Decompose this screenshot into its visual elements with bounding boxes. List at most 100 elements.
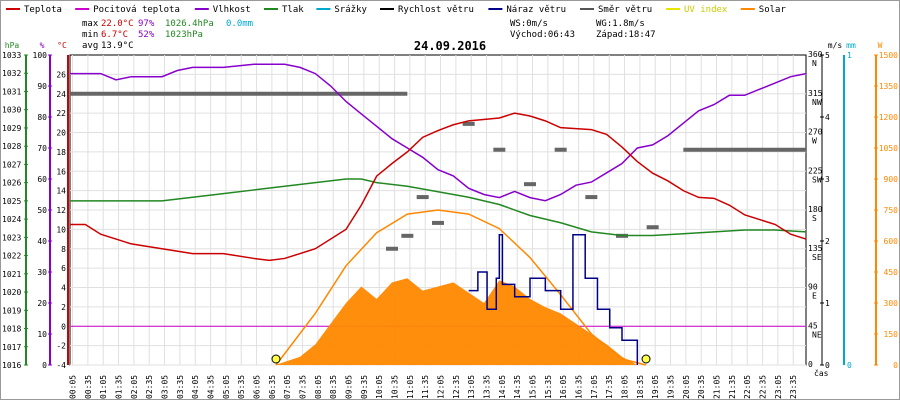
tick-direction-dir: W xyxy=(812,137,817,146)
tick-temperature: 18 xyxy=(56,148,66,157)
tick-temperature: 6 xyxy=(61,264,66,273)
tick-time: 10:05 xyxy=(375,375,384,399)
tick-time: 09:05 xyxy=(345,375,354,399)
tick-temperature: 0 xyxy=(61,322,66,331)
legend-label-solar: Solar xyxy=(759,5,787,15)
tick-pressure: 1028 xyxy=(2,142,21,151)
tick-time: 20:35 xyxy=(697,375,706,399)
stat-avg-label: avg xyxy=(82,41,98,51)
tick-direction-deg: 135 xyxy=(808,244,823,253)
tick-direction-dir: SE xyxy=(812,253,822,262)
tick-time: 14:05 xyxy=(498,375,507,399)
tick-pressure: 1029 xyxy=(2,124,21,133)
tick-time: 01:35 xyxy=(115,375,124,399)
tick-time: 01:05 xyxy=(99,375,108,399)
tick-time: 05:35 xyxy=(237,375,246,399)
legend-label-smer: Směr větru xyxy=(598,5,652,15)
series-pressure-line xyxy=(70,178,807,237)
tick-solar: 450 xyxy=(884,268,899,277)
tick-time: 22:05 xyxy=(743,375,752,399)
tick-humidity: 10 xyxy=(37,330,47,339)
tick-direction-deg: 270 xyxy=(808,128,823,137)
stat-max-hum: 97% xyxy=(138,19,155,29)
axis-unit-solar: W xyxy=(878,41,883,50)
tick-pressure: 1017 xyxy=(2,343,21,352)
axis-unit-temperature: °C xyxy=(57,41,67,50)
tick-time: 18:35 xyxy=(636,375,645,399)
legend-label-vlhkost: Vlhkost xyxy=(213,5,251,15)
stat-sunset: Západ:18:47 xyxy=(596,30,656,40)
axis-unit-pressure: hPa xyxy=(5,41,20,50)
stat-sunrise: Východ:06:43 xyxy=(510,30,575,40)
legend-label-rychlost: Rychlost větru xyxy=(398,5,474,15)
tick-direction-deg: 180 xyxy=(808,205,823,214)
tick-humidity: 20 xyxy=(37,299,47,308)
tick-time: 06:05 xyxy=(253,375,262,399)
tick-solar: 750 xyxy=(884,206,899,215)
tick-direction-deg: 90 xyxy=(808,283,818,292)
tick-direction-dir: NE xyxy=(812,330,822,339)
tick-humidity: 30 xyxy=(37,268,47,277)
tick-time: 04:05 xyxy=(191,375,200,399)
tick-time: 06:35 xyxy=(268,375,277,399)
sunset-marker xyxy=(641,354,651,364)
tick-wind: 4 xyxy=(825,113,830,122)
tick-time: 04:35 xyxy=(207,375,216,399)
tick-solar: 900 xyxy=(884,175,899,184)
tick-time: 00:35 xyxy=(84,375,93,399)
tick-temperature: 10 xyxy=(56,225,66,234)
tick-time: 17:05 xyxy=(590,375,599,399)
tick-time: 22:35 xyxy=(759,375,768,399)
tick-pressure: 1021 xyxy=(2,270,21,279)
stat-max-rain: 0.0mm xyxy=(226,19,253,29)
series-solar-max-line xyxy=(275,209,647,366)
tick-direction-deg: 360 xyxy=(808,50,823,59)
tick-solar: 1500 xyxy=(879,51,898,60)
tick-direction-dir: SW xyxy=(812,175,822,184)
sunrise-marker xyxy=(271,354,281,364)
tick-time: 16:35 xyxy=(575,375,584,399)
tick-pressure: 1031 xyxy=(2,87,21,96)
tick-time: 12:35 xyxy=(452,375,461,399)
axis-unit-humidity: % xyxy=(40,41,45,50)
tick-time: 08:05 xyxy=(314,375,323,399)
tick-wind: 0 xyxy=(825,361,830,370)
legend-label-pocitova: Pocitová teplota xyxy=(93,5,180,15)
tick-direction-deg: 0 xyxy=(808,360,813,369)
legend-label-srazky: Srážky xyxy=(334,5,367,15)
tick-time: 19:35 xyxy=(667,375,676,399)
tick-humidity: 50 xyxy=(37,206,47,215)
tick-time: 15:05 xyxy=(529,375,538,399)
tick-temperature: 24 xyxy=(56,90,66,99)
series-temperature-line xyxy=(70,112,807,262)
tick-rain: 1 xyxy=(847,51,852,60)
tick-wind: 2 xyxy=(825,237,830,246)
tick-time: 20:05 xyxy=(682,375,691,399)
tick-temperature: 8 xyxy=(61,245,66,254)
stat-avg-temp: 13.9°C xyxy=(101,41,134,51)
tick-humidity: 100 xyxy=(33,51,48,60)
tick-direction-dir: E xyxy=(812,292,817,301)
legend-label-uv: UV index xyxy=(684,5,728,15)
tick-direction-dir: S xyxy=(812,214,817,223)
tick-time: 03:35 xyxy=(176,375,185,399)
tick-time: 07:35 xyxy=(299,375,308,399)
tick-time: 00:05 xyxy=(69,375,78,399)
stat-max-temp: 22.0°C xyxy=(101,19,134,29)
tick-solar: 1200 xyxy=(879,113,898,122)
tick-time: 11:35 xyxy=(421,375,430,399)
stat-min-label: min xyxy=(82,30,98,40)
stat-min-temp: 6.7°C xyxy=(101,30,128,40)
legend-label-naraz: Náraz větru xyxy=(506,5,566,15)
tick-pressure: 1027 xyxy=(2,160,21,169)
chart-title: 24.09.2016 xyxy=(414,39,486,53)
tick-pressure: 1033 xyxy=(2,51,21,60)
tick-direction-deg: 315 xyxy=(808,89,823,98)
stat-max-press: 1026.4hPa xyxy=(165,19,214,29)
stat-min-hum: 52% xyxy=(138,30,155,40)
tick-time: 05:05 xyxy=(222,375,231,399)
tick-temperature: 12 xyxy=(56,206,66,215)
tick-solar: 1350 xyxy=(879,82,898,91)
